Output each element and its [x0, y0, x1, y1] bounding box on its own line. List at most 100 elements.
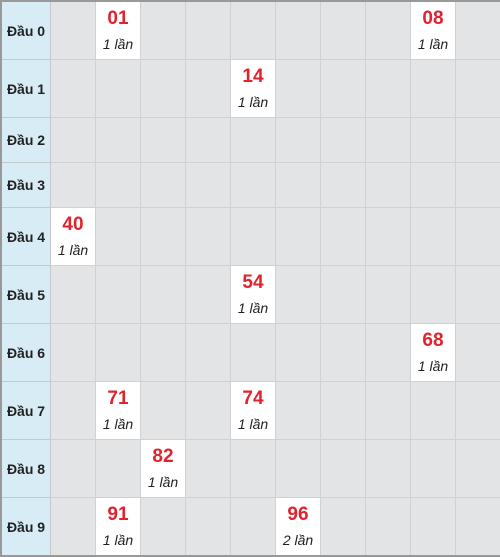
- empty-cell: [321, 498, 366, 555]
- empty-cell: [231, 440, 276, 498]
- empty-cell: [141, 498, 186, 555]
- number-cell: 82 1 lần: [141, 440, 186, 498]
- empty-cell: [51, 324, 96, 382]
- empty-cell: [276, 208, 321, 266]
- empty-cell: [366, 266, 411, 324]
- number-cell: 01 1 lần: [96, 2, 141, 60]
- empty-cell: [411, 498, 456, 555]
- empty-cell: [276, 266, 321, 324]
- empty-cell: [366, 440, 411, 498]
- empty-cell: [456, 382, 500, 440]
- lottery-number: 74: [242, 387, 264, 409]
- empty-cell: [366, 208, 411, 266]
- row-header: Đầu 0: [2, 2, 51, 60]
- empty-cell: [141, 2, 186, 60]
- row-header: Đầu 6: [2, 324, 51, 382]
- empty-cell: [141, 118, 186, 163]
- occurrence-count: 1 lần: [102, 415, 134, 432]
- row-header: Đầu 4: [2, 208, 51, 266]
- lottery-number: 40: [62, 213, 84, 235]
- occurrence-count: 1 lần: [417, 357, 449, 374]
- empty-cell: [51, 2, 96, 60]
- empty-cell: [96, 118, 141, 163]
- empty-cell: [456, 208, 500, 266]
- number-cell: 08 1 lần: [411, 2, 456, 60]
- number-cell: 68 1 lần: [411, 324, 456, 382]
- empty-cell: [366, 382, 411, 440]
- empty-cell: [51, 266, 96, 324]
- empty-cell: [456, 266, 500, 324]
- occurrence-count: 1 lần: [417, 35, 449, 52]
- empty-cell: [231, 324, 276, 382]
- lottery-number: 14: [242, 65, 264, 87]
- empty-cell: [321, 2, 366, 60]
- occurrence-count: 1 lần: [237, 299, 269, 316]
- empty-cell: [141, 266, 186, 324]
- row-header: Đầu 9: [2, 498, 51, 555]
- number-cell: 96 2 lần: [276, 498, 321, 555]
- row-header: Đầu 2: [2, 118, 51, 163]
- empty-cell: [276, 324, 321, 382]
- occurrence-count: 1 lần: [237, 415, 269, 432]
- empty-cell: [96, 440, 141, 498]
- number-cell: 91 1 lần: [96, 498, 141, 555]
- lottery-number: 96: [287, 503, 309, 525]
- row-header: Đầu 8: [2, 440, 51, 498]
- empty-cell: [456, 2, 500, 60]
- occurrence-count: 1 lần: [102, 35, 134, 52]
- empty-cell: [456, 498, 500, 555]
- empty-cell: [411, 382, 456, 440]
- occurrence-count: 1 lần: [102, 531, 134, 548]
- empty-cell: [276, 118, 321, 163]
- empty-cell: [321, 60, 366, 118]
- empty-cell: [186, 118, 231, 163]
- empty-cell: [96, 324, 141, 382]
- empty-cell: [366, 163, 411, 208]
- row-header: Đầu 3: [2, 163, 51, 208]
- empty-cell: [51, 498, 96, 555]
- empty-cell: [366, 498, 411, 555]
- lottery-number: 91: [107, 503, 129, 525]
- row-header: Đầu 7: [2, 382, 51, 440]
- empty-cell: [456, 60, 500, 118]
- empty-cell: [231, 118, 276, 163]
- empty-cell: [96, 208, 141, 266]
- empty-cell: [411, 118, 456, 163]
- empty-cell: [456, 118, 500, 163]
- empty-cell: [186, 163, 231, 208]
- empty-cell: [321, 208, 366, 266]
- empty-cell: [186, 440, 231, 498]
- empty-cell: [276, 382, 321, 440]
- empty-cell: [321, 266, 366, 324]
- empty-cell: [231, 163, 276, 208]
- empty-cell: [186, 266, 231, 324]
- empty-cell: [51, 163, 96, 208]
- empty-cell: [141, 208, 186, 266]
- empty-cell: [456, 163, 500, 208]
- empty-cell: [321, 163, 366, 208]
- occurrence-count: 1 lần: [147, 473, 179, 490]
- lottery-number: 82: [152, 445, 174, 467]
- empty-cell: [366, 60, 411, 118]
- empty-cell: [276, 60, 321, 118]
- empty-cell: [96, 60, 141, 118]
- occurrence-count: 1 lần: [57, 241, 89, 258]
- empty-cell: [141, 324, 186, 382]
- empty-cell: [231, 498, 276, 555]
- empty-cell: [321, 382, 366, 440]
- lottery-number: 71: [107, 387, 129, 409]
- empty-cell: [186, 60, 231, 118]
- empty-cell: [141, 382, 186, 440]
- empty-cell: [186, 324, 231, 382]
- empty-cell: [51, 60, 96, 118]
- lottery-number: 08: [422, 7, 444, 29]
- empty-cell: [366, 324, 411, 382]
- occurrence-count: 1 lần: [237, 93, 269, 110]
- empty-cell: [51, 382, 96, 440]
- row-header: Đầu 1: [2, 60, 51, 118]
- empty-cell: [51, 118, 96, 163]
- number-cell: 40 1 lần: [51, 208, 96, 266]
- empty-cell: [321, 118, 366, 163]
